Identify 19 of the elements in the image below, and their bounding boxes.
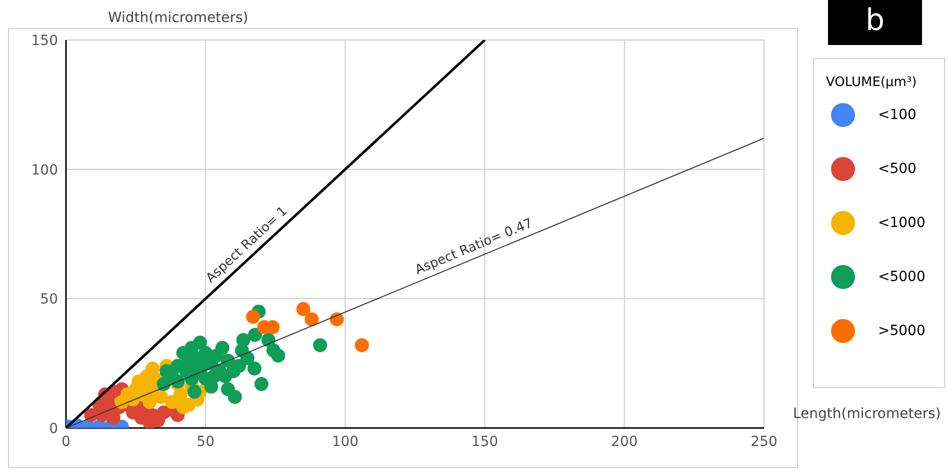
text: b [828, 0, 922, 45]
y-tick-label: 150 [31, 32, 58, 49]
y-tick-label: 0 [49, 420, 58, 437]
legend-title: VOLUME(μm³) [826, 75, 918, 90]
legend-label: >5000 [878, 323, 926, 339]
legend-label: <5000 [878, 269, 926, 285]
x-tick-label: 100 [332, 434, 359, 450]
x-tick-label: 50 [196, 434, 215, 450]
legend-label: <500 [878, 161, 916, 177]
y-axis-title: Width(micrometers) [108, 10, 248, 26]
y-tick-label: 50 [40, 292, 58, 308]
legend-label: <100 [878, 107, 916, 123]
x-tick-label: 250 [750, 434, 778, 450]
x-axis-title: Length(micrometers) [793, 406, 941, 422]
legend-label: <1000 [878, 215, 926, 231]
x-tick-label: 150 [471, 434, 498, 450]
x-tick-label: 200 [611, 434, 638, 450]
y-tick-label: 100 [31, 162, 58, 178]
x-tick-label: 0 [62, 434, 70, 450]
